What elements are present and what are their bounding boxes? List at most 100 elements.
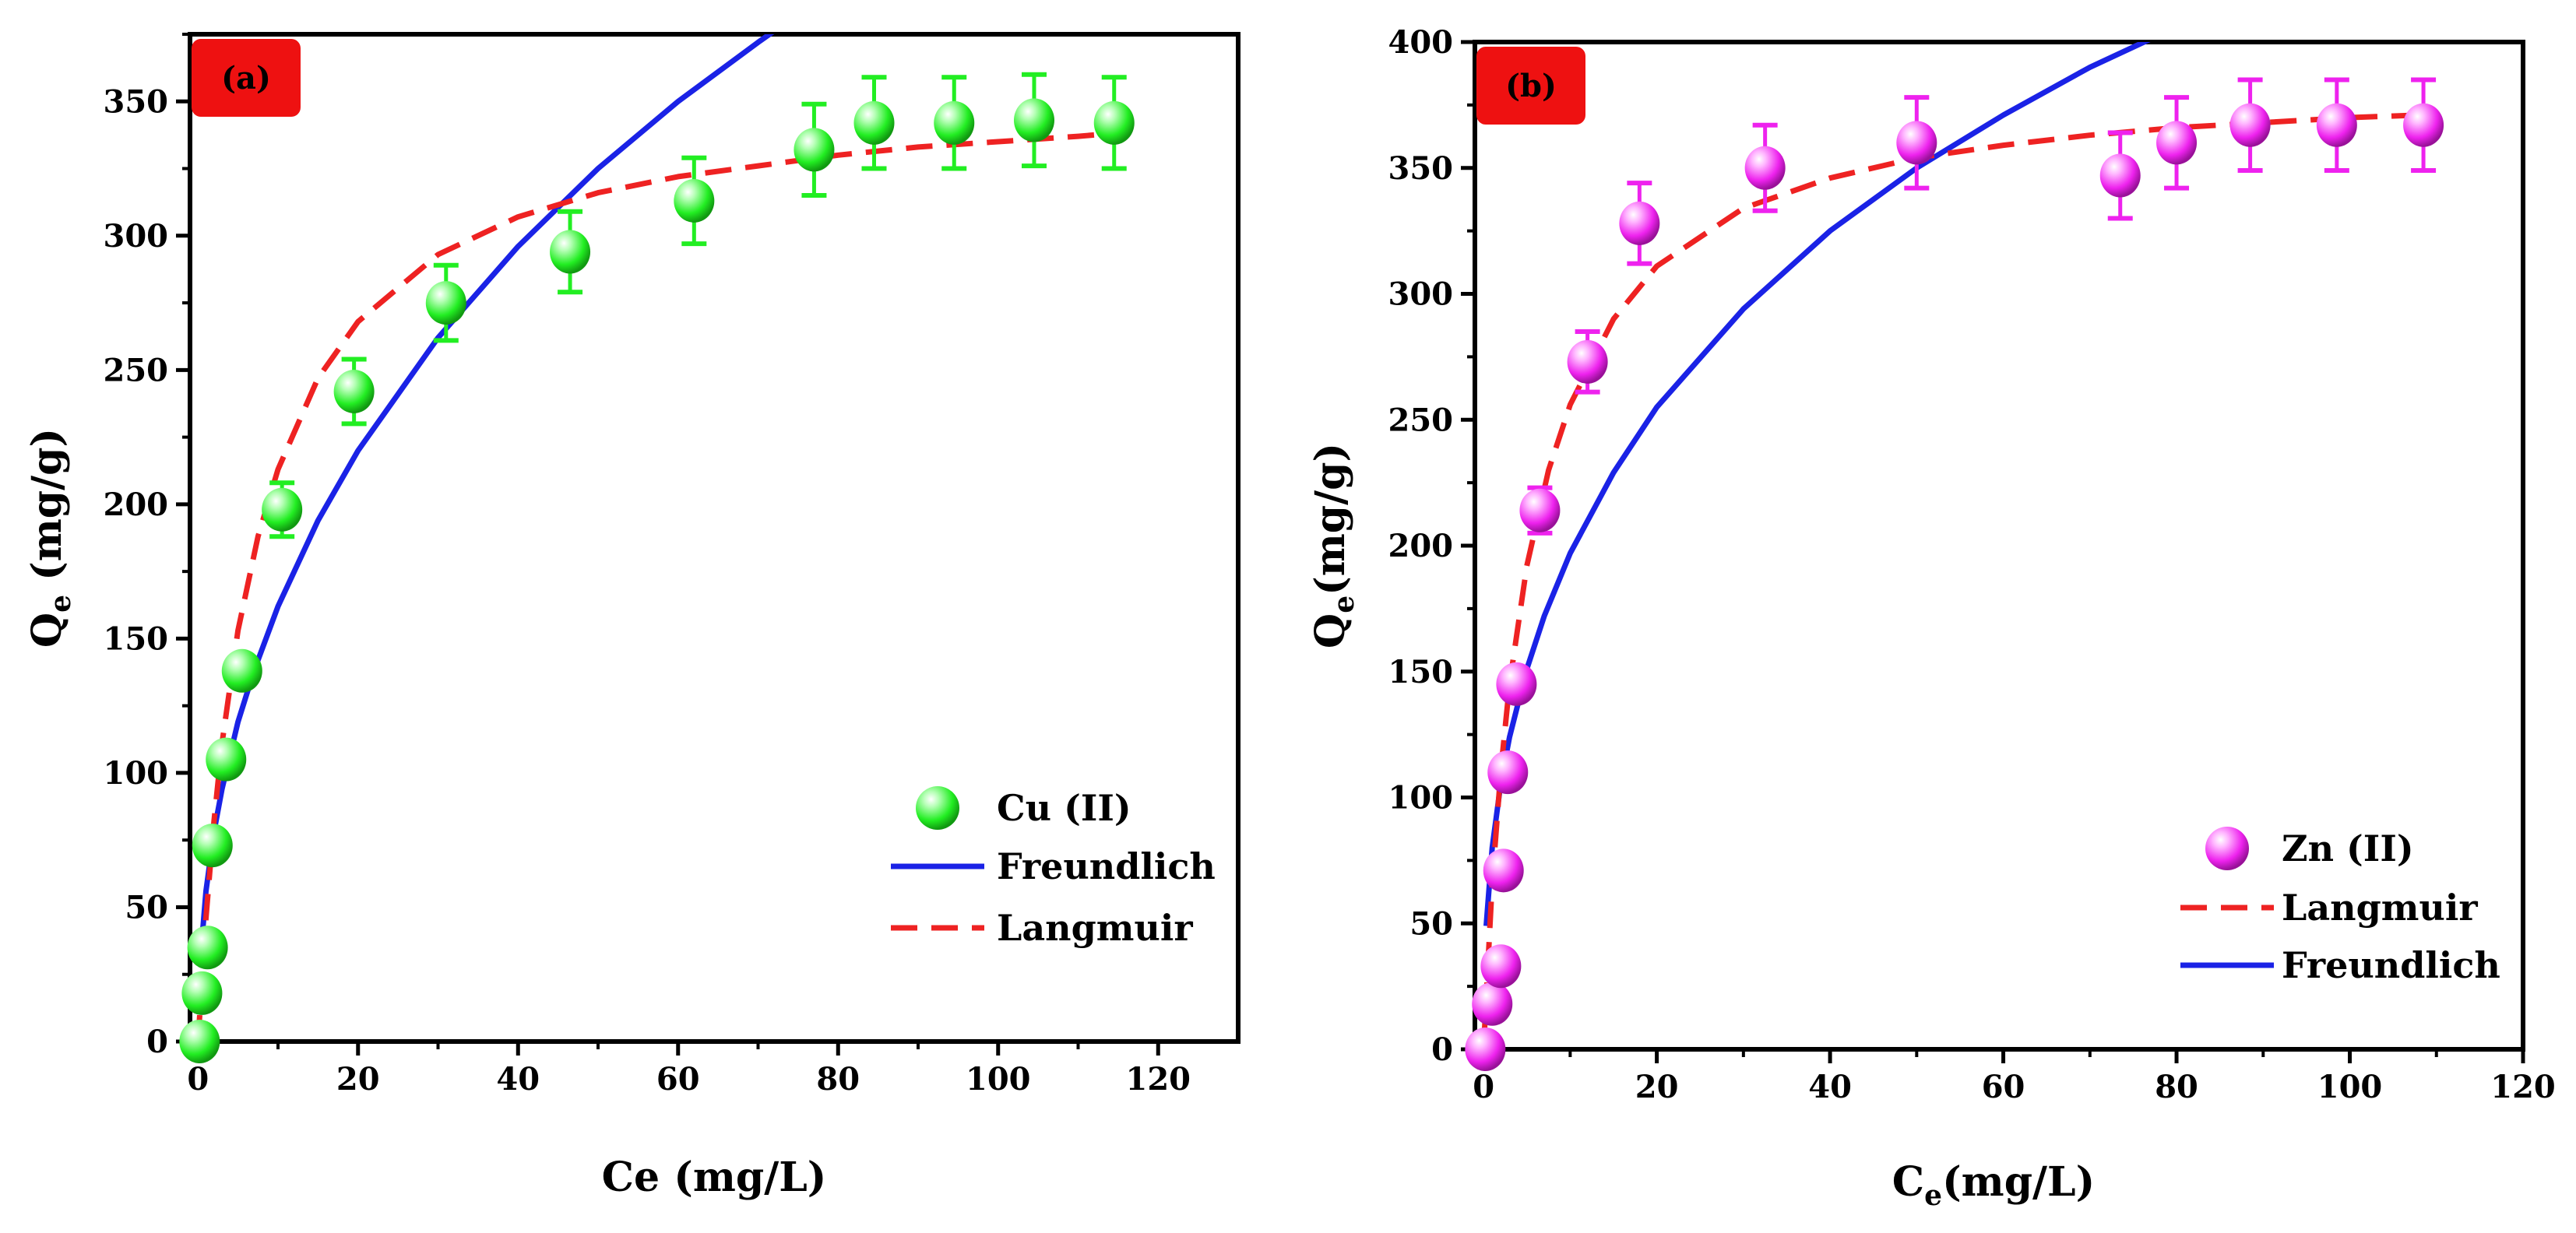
zn-ii-data-point xyxy=(2316,103,2357,147)
panel-b-x-tick-label: 120 xyxy=(2490,1069,2556,1105)
panel-b-y-tick-label: 200 xyxy=(1388,528,1454,564)
cu-ii-data-point xyxy=(550,230,591,274)
zn-ii-data-point xyxy=(1483,848,1524,893)
cu-ii-data-point xyxy=(853,100,895,145)
panel-b-legend: Zn (II) Langmuir Freundlich xyxy=(2180,827,2500,986)
panel-b-x-tick-label: 80 xyxy=(2155,1069,2198,1105)
panel-b-y-tick-label: 300 xyxy=(1388,276,1454,313)
cu-ii-data-point xyxy=(674,178,715,223)
panel-b-axes: 0 20 40 60 80 100 120 0 50 100 150 200 250 300 350 400 xyxy=(1388,24,2556,1105)
panel-b-y-tick-label: 150 xyxy=(1388,654,1454,690)
legend-marker-zn xyxy=(2205,827,2249,870)
legend-label-cu: Cu (II) xyxy=(997,787,1131,829)
panel-a-y-tick-label: 200 xyxy=(104,487,169,523)
cu-ii-data-point xyxy=(221,648,262,693)
panel-b-x-tick-label: 60 xyxy=(1982,1069,2025,1105)
panel-a-y-label-main: Q xyxy=(23,613,71,648)
panel-a-x-tick-label: 40 xyxy=(496,1061,540,1098)
cu-ii-data-point xyxy=(1093,100,1135,145)
panel-a-badge: (a) xyxy=(192,39,301,117)
panel-b-y-label-main: Q xyxy=(1307,613,1354,648)
legend-label-freundlich-a: Freundlich xyxy=(997,845,1216,887)
cu-ii-data-point xyxy=(262,487,303,532)
panel-a-badge-box xyxy=(192,39,301,117)
panel-b-y-axis-label: Qe(mg/g) xyxy=(1307,443,1360,648)
panel-a-y-tick-label: 150 xyxy=(104,620,169,657)
panel-b-y-label-sub: e xyxy=(1328,595,1360,613)
panel-a-x-tick-label: 100 xyxy=(966,1061,1031,1098)
panel-a-series xyxy=(179,34,1135,1063)
cu-ii-data-point xyxy=(333,369,375,413)
cu-ii-data-point xyxy=(179,1020,220,1063)
zn-ii-data-point xyxy=(1519,488,1561,532)
legend-label-langmuir-b: Langmuir xyxy=(2282,887,2478,929)
cu-ii-data-point xyxy=(425,281,466,325)
panel-b-y-tick-label: 0 xyxy=(1431,1031,1453,1068)
panel-b-x-tick-label: 0 xyxy=(1473,1069,1494,1105)
zn-ii-data-point xyxy=(1496,662,1537,706)
panel-a-cu-isotherm: (a) 0 20 40 60 80 100 120 0 50 100 150 200 250 300 350… xyxy=(23,32,1240,1201)
panel-a-plot-frame xyxy=(188,32,1240,1044)
zn-ii-data-point xyxy=(2156,121,2198,165)
zn-ii-data-point xyxy=(1744,146,1786,190)
panel-a-axes: 0 20 40 60 80 100 120 0 50 100 150 200 250 300 350 xyxy=(104,33,1191,1098)
panel-b-y-label-tail: (mg/g) xyxy=(1307,443,1354,595)
panel-a-x-tick-label: 120 xyxy=(1126,1061,1191,1098)
panel-b-y-tick-label: 250 xyxy=(1388,402,1454,438)
zn-ii-data-point xyxy=(2403,103,2444,147)
panel-b-x-tick-label: 40 xyxy=(1808,1069,1852,1105)
legend-label-freundlich-b: Freundlich xyxy=(2282,944,2500,986)
legend-marker-cu xyxy=(916,786,959,830)
panel-a-x-tick-label: 60 xyxy=(656,1061,700,1098)
zn-ii-data-point xyxy=(1896,121,1937,165)
panel-a-x-tick-label: 0 xyxy=(187,1061,209,1098)
panel-b-label: (b) xyxy=(1505,68,1557,104)
panel-a-langmuir-fit-line xyxy=(195,131,1110,1042)
panel-b-zn-isotherm: (b) 0 20 40 60 80 100 120 0 50 100 150 200 250 300 350… xyxy=(1307,24,2556,1212)
legend-label-zn: Zn (II) xyxy=(2282,827,2414,869)
panel-b-y-tick-label: 50 xyxy=(1409,905,1453,942)
panel-a-y-label-sub: e xyxy=(44,595,77,613)
panel-b-x-tick-label: 20 xyxy=(1635,1069,1679,1105)
panel-b-series xyxy=(1465,42,2444,1071)
panel-b-x-label-sub: e xyxy=(1924,1179,1942,1212)
zn-ii-data-point xyxy=(1567,339,1608,384)
panel-a-legend: Cu (II) Freundlich Langmuir xyxy=(891,786,1216,949)
cu-ii-data-point xyxy=(192,824,233,868)
panel-a-x-axis-label: Ce (mg/L) xyxy=(602,1154,827,1201)
zn-ii-data-point xyxy=(1472,982,1513,1026)
panel-b-langmuir-fit-line xyxy=(1480,112,2419,1049)
panel-a-label: (a) xyxy=(221,60,271,97)
panel-a-y-label-tail: (mg/g) xyxy=(23,428,71,595)
panel-b-badge: (b) xyxy=(1476,47,1585,125)
panel-a-x-tick-label: 80 xyxy=(816,1061,860,1098)
cu-ii-data-point xyxy=(794,128,835,172)
panel-a-y-tick-label: 350 xyxy=(104,83,169,120)
zn-ii-data-point xyxy=(1480,944,1522,989)
panel-a-y-tick-label: 300 xyxy=(104,218,169,255)
panel-b-x-label-main: C xyxy=(1892,1158,1924,1206)
panel-a-y-axis-label: Qe (mg/g) xyxy=(23,428,77,648)
panel-b-y-tick-label: 350 xyxy=(1388,150,1454,187)
zn-ii-data-point xyxy=(1487,750,1529,795)
cu-ii-data-point xyxy=(1013,98,1054,142)
panel-b-x-label-tail: (mg/L) xyxy=(1942,1158,2095,1206)
panel-b-badge-box xyxy=(1476,47,1585,125)
panel-a-freundlich-fit-line xyxy=(197,34,775,959)
panel-a-y-tick-label: 0 xyxy=(146,1024,168,1060)
panel-a-y-tick-label: 100 xyxy=(104,755,169,792)
zn-ii-data-point xyxy=(2099,153,2141,198)
panel-b-freundlich-fit-line xyxy=(1483,42,2151,926)
cu-ii-data-point xyxy=(206,737,247,782)
legend-label-langmuir-a: Langmuir xyxy=(997,907,1193,949)
panel-b-x-axis-label: Ce(mg/L) xyxy=(1892,1158,2095,1212)
zn-ii-data-point xyxy=(1619,201,1660,245)
panel-b-y-tick-label: 100 xyxy=(1388,780,1454,817)
cu-ii-data-point xyxy=(187,926,228,970)
panel-a-y-tick-label: 250 xyxy=(104,352,169,388)
cu-ii-data-point xyxy=(181,971,223,1015)
zn-ii-data-point xyxy=(2229,103,2271,147)
cu-ii-data-point xyxy=(934,100,975,145)
zn-ii-data-point xyxy=(1465,1028,1506,1071)
